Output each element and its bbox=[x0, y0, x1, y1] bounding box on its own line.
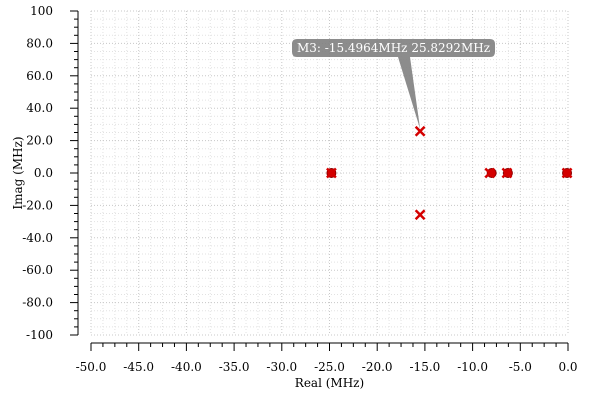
annotation-callout bbox=[292, 39, 495, 130]
x-tick-label: 0.0 bbox=[558, 360, 577, 374]
zero-point-stroke bbox=[414, 125, 426, 137]
x-tick-label: -25.0 bbox=[314, 360, 345, 374]
x-tick-label: -15.0 bbox=[410, 360, 441, 374]
x-tick-label: -50.0 bbox=[76, 360, 107, 374]
y-tick-label: 20.0 bbox=[26, 134, 53, 148]
data-points bbox=[326, 125, 573, 221]
y-tick-label: -60.0 bbox=[22, 263, 53, 277]
zero-point bbox=[501, 167, 513, 179]
x-tick-label: -35.0 bbox=[219, 360, 250, 374]
x-tick-label: -45.0 bbox=[123, 360, 154, 374]
zero-point-stroke bbox=[501, 167, 513, 179]
zero-point bbox=[414, 209, 426, 221]
pole-point bbox=[486, 168, 497, 178]
ticks: 100 80.0 60.0 40.0 20.0 0.0 -20.0 -40.0 -60.0 -80… bbox=[22, 4, 577, 374]
x-tick-label: -5.0 bbox=[509, 360, 532, 374]
y-tick-label: 80.0 bbox=[26, 36, 53, 50]
zero-point bbox=[326, 167, 337, 179]
marker-annotation: M3: -15.4964MHz 25.8292MHz bbox=[292, 39, 495, 130]
zero-point-stroke bbox=[561, 167, 573, 179]
zero-point-stroke bbox=[484, 167, 496, 179]
x-tick-label: -20.0 bbox=[362, 360, 393, 374]
zero-point bbox=[414, 125, 426, 137]
y-tick-label: -20.0 bbox=[22, 198, 53, 212]
annotation-text: M3: -15.4964MHz 25.8292MHz bbox=[297, 41, 490, 55]
x-axis-label: Real (MHz) bbox=[295, 376, 364, 390]
x-tick-label: -40.0 bbox=[171, 360, 202, 374]
y-tick-label: 60.0 bbox=[26, 69, 53, 83]
grid bbox=[90, 10, 569, 336]
y-tick-label: -80.0 bbox=[22, 296, 53, 310]
y-tick-label: -40.0 bbox=[22, 231, 53, 245]
y-axis-label: Imag (MHz) bbox=[11, 136, 25, 209]
zero-point-stroke bbox=[326, 167, 337, 179]
zero-point bbox=[484, 167, 496, 179]
zero-point-stroke bbox=[414, 209, 426, 221]
x-tick-label: -10.0 bbox=[457, 360, 488, 374]
y-tick-label: 100 bbox=[30, 4, 53, 18]
zero-point bbox=[561, 167, 573, 179]
y-tick-label: 40.0 bbox=[26, 101, 53, 115]
y-tick-label: -100 bbox=[26, 328, 53, 342]
y-tick-label: 0.0 bbox=[34, 166, 53, 180]
x-tick-label: -30.0 bbox=[266, 360, 297, 374]
